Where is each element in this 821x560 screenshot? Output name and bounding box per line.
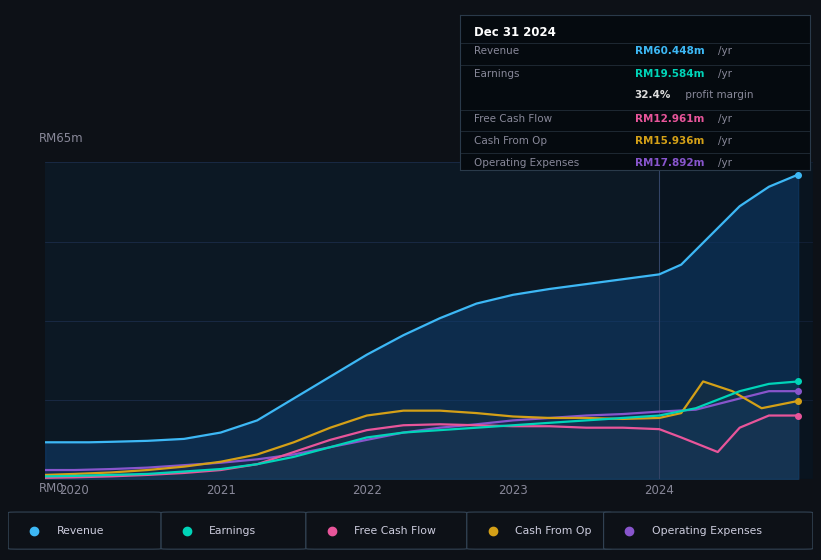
- Text: /yr: /yr: [718, 114, 732, 124]
- Text: /yr: /yr: [718, 46, 732, 56]
- Text: RM0: RM0: [39, 482, 65, 495]
- Text: RM12.961m: RM12.961m: [635, 114, 704, 124]
- Text: Free Cash Flow: Free Cash Flow: [474, 114, 552, 124]
- Text: Dec 31 2024: Dec 31 2024: [474, 26, 556, 39]
- Text: 32.4%: 32.4%: [635, 90, 671, 100]
- Text: RM19.584m: RM19.584m: [635, 69, 704, 80]
- Text: Free Cash Flow: Free Cash Flow: [354, 526, 436, 535]
- Text: RM17.892m: RM17.892m: [635, 158, 704, 168]
- Text: RM15.936m: RM15.936m: [635, 136, 704, 146]
- Text: /yr: /yr: [718, 158, 732, 168]
- FancyBboxPatch shape: [603, 512, 813, 549]
- Text: Operating Expenses: Operating Expenses: [474, 158, 579, 168]
- FancyBboxPatch shape: [161, 512, 306, 549]
- Text: Earnings: Earnings: [474, 69, 519, 80]
- Text: profit margin: profit margin: [682, 90, 754, 100]
- FancyBboxPatch shape: [306, 512, 467, 549]
- Text: /yr: /yr: [718, 69, 732, 80]
- Bar: [659, 162, 813, 479]
- Text: Revenue: Revenue: [57, 526, 104, 535]
- Text: RM65m: RM65m: [39, 132, 84, 145]
- Text: Operating Expenses: Operating Expenses: [652, 526, 762, 535]
- Text: RM60.448m: RM60.448m: [635, 46, 704, 56]
- FancyBboxPatch shape: [8, 512, 161, 549]
- Text: Revenue: Revenue: [474, 46, 519, 56]
- Text: /yr: /yr: [718, 136, 732, 146]
- FancyBboxPatch shape: [467, 512, 612, 549]
- Text: Cash From Op: Cash From Op: [474, 136, 547, 146]
- Text: Earnings: Earnings: [209, 526, 256, 535]
- Text: Cash From Op: Cash From Op: [515, 526, 592, 535]
